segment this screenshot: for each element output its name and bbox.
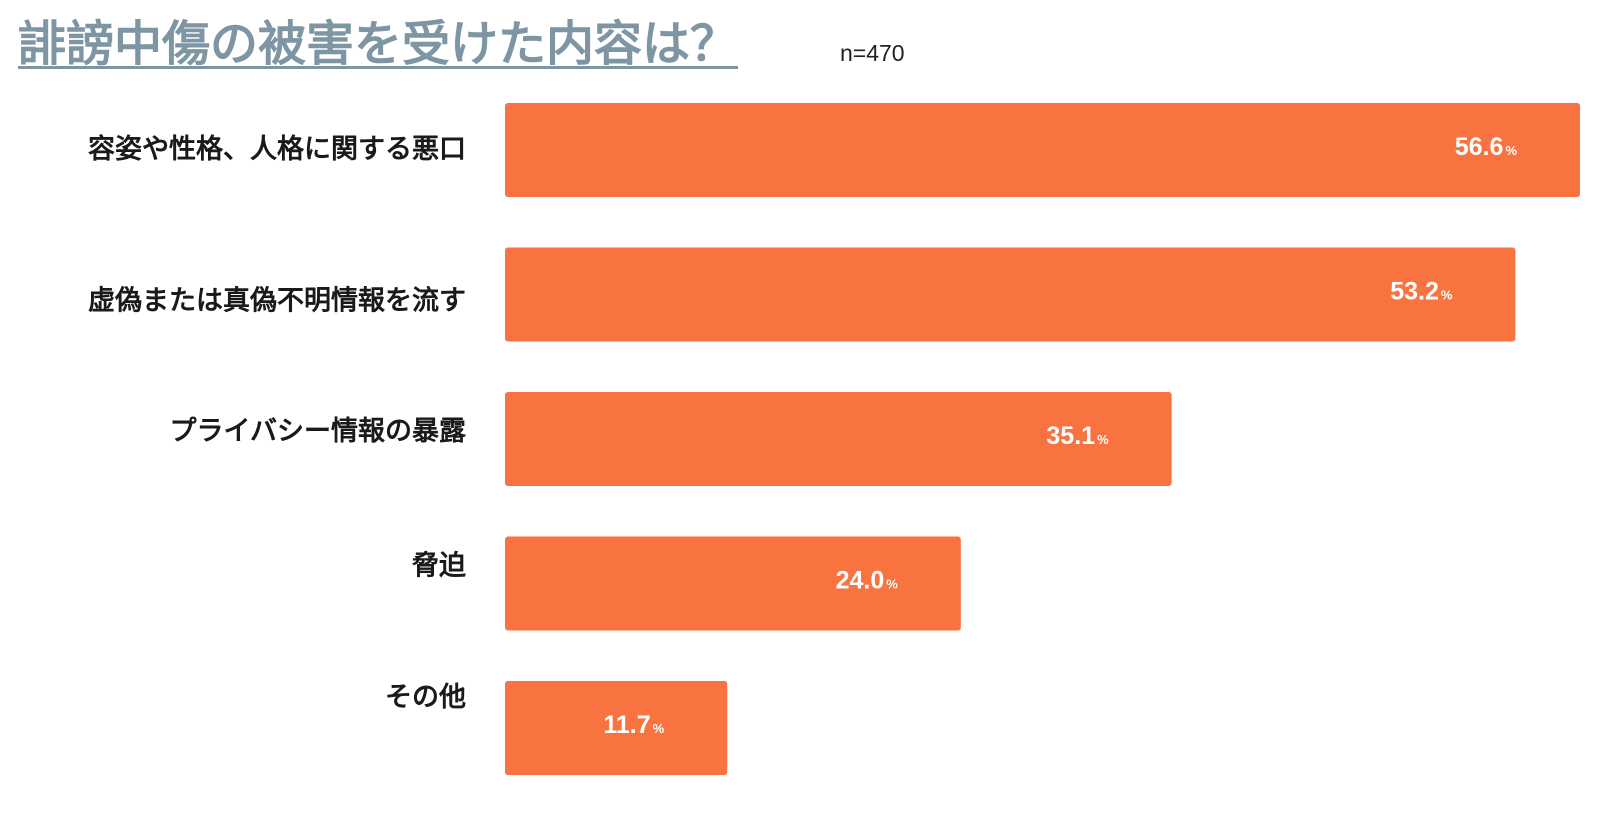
value-label-5: 11.7% [603, 711, 664, 739]
value-label-2: 53.2% [1390, 278, 1453, 306]
chart-title: 誹謗中傷の被害を受けた内容は？ [18, 16, 739, 72]
category-label-5: その他 [385, 682, 466, 713]
category-label-2: 虚偽または真偽不明情報を流す [88, 286, 466, 317]
bar-1 [505, 103, 1580, 197]
bar-2 [505, 247, 1516, 342]
sample-size: n=470 [840, 40, 905, 66]
category-label-1: 容姿や性格、人格に関する悪口 [88, 133, 466, 165]
category-label-3: プライバシー情報の暴露 [170, 416, 467, 447]
value-label-4: 24.0% [836, 567, 899, 595]
bar-5 [505, 681, 728, 775]
category-label-4: 脅迫 [411, 550, 466, 582]
value-label-1: 56.6% [1455, 133, 1518, 161]
bar-3 [505, 392, 1172, 486]
bar-4 [505, 536, 961, 631]
value-label-3: 35.1% [1046, 422, 1109, 450]
